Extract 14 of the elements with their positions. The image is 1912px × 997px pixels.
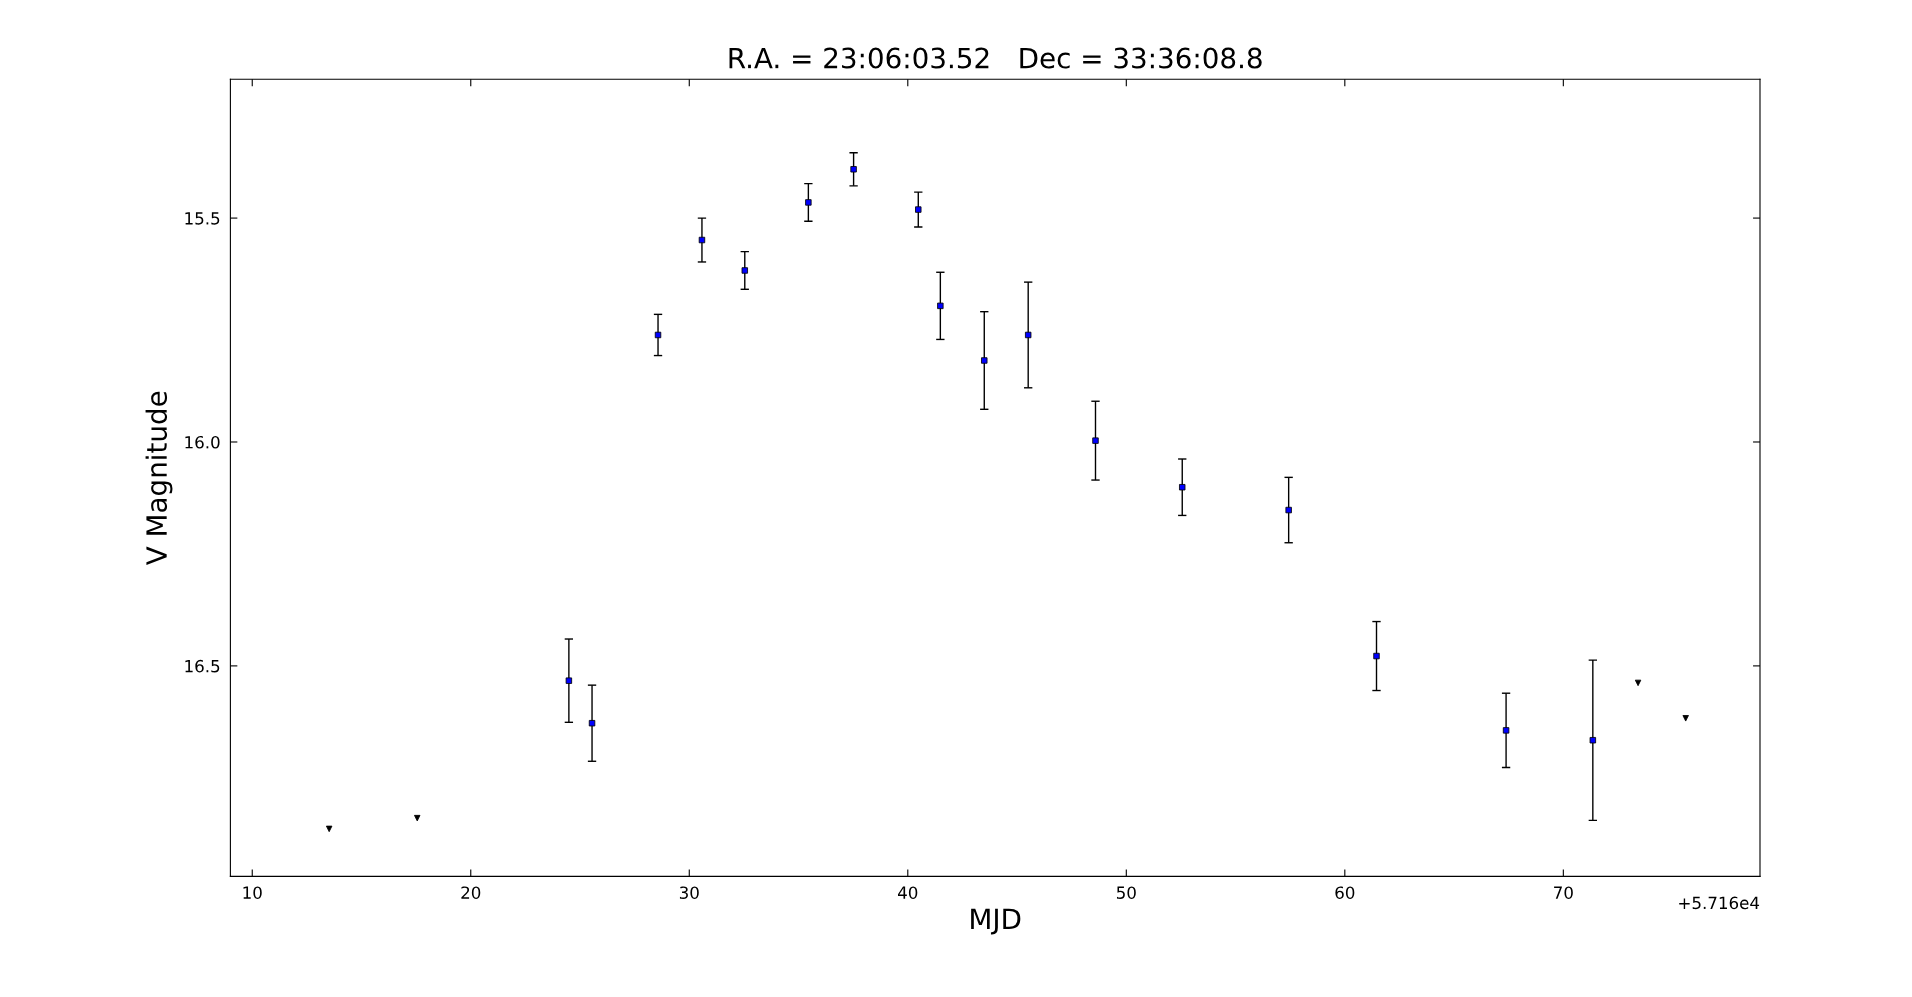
- x-tick-label: 10: [243, 886, 262, 899]
- text: +5.716e4: [1679, 896, 1760, 910]
- y-tick-label: 15.5: [185, 212, 220, 225]
- x-tick-label: 60: [1335, 886, 1355, 899]
- x-axis-title: MJD: [971, 908, 1021, 935]
- y-tick-label: 16.5: [185, 659, 220, 673]
- y-axis-title: V Magnitude: [145, 391, 173, 566]
- y-tick-label: 16.0: [185, 435, 220, 449]
- x-tick-label: 30: [679, 886, 699, 899]
- x-tick-label: 70: [1554, 886, 1573, 899]
- x-tick-label: 20: [461, 886, 481, 899]
- x-tick-label: 40: [898, 886, 918, 899]
- x-tick-label: 50: [1116, 886, 1136, 899]
- chart-title: R.A. = 23:06:03.52 Dec = 33:36:08.8: [729, 47, 1262, 69]
